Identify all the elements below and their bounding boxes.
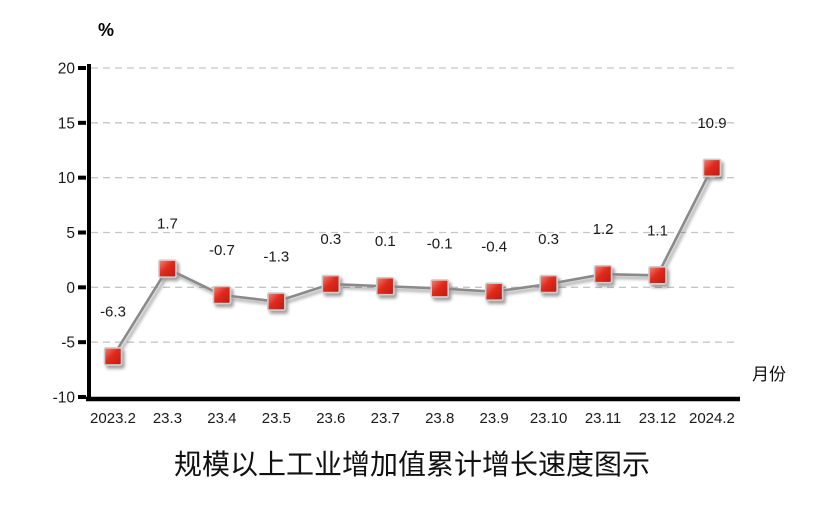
x-axis-tick-label: 2023.2 <box>90 410 136 427</box>
y-axis-tick-label: 20 <box>58 61 76 78</box>
data-point-marker <box>539 274 558 294</box>
x-axis-tick-label: 23.6 <box>316 410 345 427</box>
data-point-label: 0.1 <box>375 233 396 250</box>
x-axis-tick-label: 2024.2 <box>689 410 735 427</box>
x-axis-tick-label: 23.7 <box>371 410 400 427</box>
chart-title: 规模以上工业增加值累计增长速度图示 <box>173 448 650 481</box>
data-point-label: 0.3 <box>320 231 341 248</box>
data-point-marker <box>267 292 286 311</box>
y-axis-tick-label: 5 <box>66 225 75 242</box>
x-axis-tick-label: 23.12 <box>639 410 677 427</box>
x-axis-tick-label: 23.5 <box>262 410 291 427</box>
data-point-label: 1.2 <box>593 221 614 238</box>
y-axis-tick-label: 10 <box>58 170 76 187</box>
y-axis-tick-label: 15 <box>58 115 75 132</box>
y-axis-tick-label: -10 <box>53 390 76 407</box>
data-point-label: -0.4 <box>481 239 507 256</box>
x-axis-tick-label: 23.9 <box>480 410 509 427</box>
line-chart-plot: 20 15 10 5 0 -5 -10 -6.3 1.7 -0.7 -1.3 0.3 0.1 -0.1 -0… <box>53 61 740 427</box>
data-point-marker <box>375 276 395 296</box>
data-point-marker <box>321 274 341 294</box>
data-point-marker <box>158 259 177 278</box>
data-point-label: -1.3 <box>263 249 289 266</box>
data-point-marker <box>593 264 613 284</box>
x-axis-tick-label: 23.4 <box>207 410 236 427</box>
data-point-marker <box>430 279 450 298</box>
x-axis-tick-label: 23.8 <box>425 410 454 427</box>
data-point-label: -0.1 <box>427 235 453 252</box>
x-axis-tick-label: 23.10 <box>530 410 568 427</box>
data-point-label: 1.7 <box>157 216 178 233</box>
data-point-label: 1.1 <box>647 222 668 239</box>
y-axis-tick-label: -5 <box>61 335 75 352</box>
data-point-marker <box>103 347 123 366</box>
data-point-label: 0.3 <box>538 231 559 248</box>
data-point-marker <box>648 265 667 285</box>
data-point-marker <box>484 282 504 302</box>
data-point-marker <box>702 158 722 178</box>
data-point-label: 10.9 <box>697 115 726 132</box>
data-point-label: -6.3 <box>100 303 126 320</box>
x-axis-tick-label: 23.11 <box>585 410 621 427</box>
data-point-label: -0.7 <box>209 242 235 259</box>
data-series <box>103 158 722 366</box>
y-axis-tick-label: 0 <box>66 280 75 297</box>
y-axis-unit-label: % <box>98 20 115 40</box>
series-line <box>111 167 714 358</box>
x-axis-title: 月份 <box>752 365 786 385</box>
data-point-marker <box>212 285 232 305</box>
x-axis-tick-label: 23.3 <box>153 410 182 427</box>
